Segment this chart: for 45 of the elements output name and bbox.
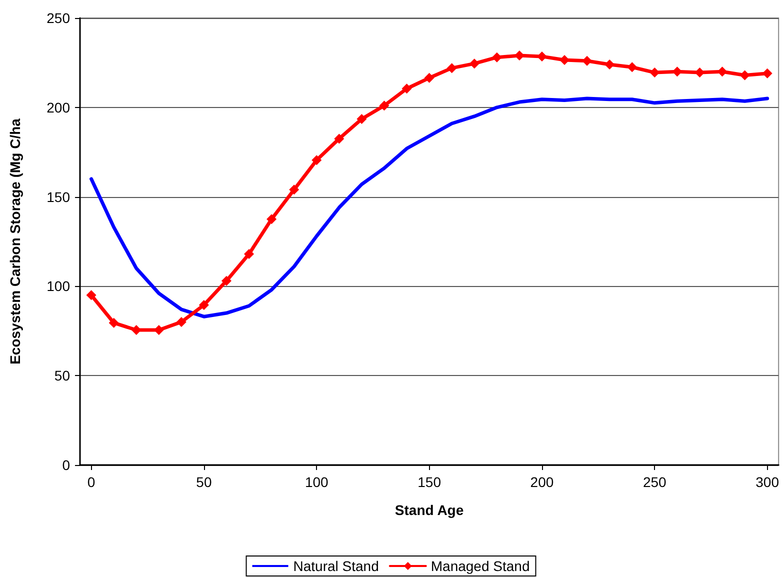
point xyxy=(244,249,254,260)
y-tick-label: 50 xyxy=(54,368,70,384)
point xyxy=(627,62,638,72)
y-tick-label: 100 xyxy=(46,278,70,294)
point xyxy=(334,134,344,144)
point xyxy=(402,84,412,94)
point xyxy=(650,68,660,78)
point xyxy=(131,325,142,336)
x-axis-title: Stand Age xyxy=(394,502,464,518)
point xyxy=(446,63,457,74)
y-tick-label: 0 xyxy=(62,457,70,473)
x-tick-label: 250 xyxy=(642,474,667,490)
point xyxy=(356,114,367,124)
point xyxy=(221,276,232,286)
point xyxy=(379,100,390,111)
point xyxy=(176,316,186,327)
legend-label: Natural Stand xyxy=(293,558,379,574)
x-tick-label: 150 xyxy=(418,474,442,490)
point xyxy=(424,72,434,83)
point xyxy=(108,318,119,328)
x-tick-label: 200 xyxy=(530,474,554,490)
line-series xyxy=(90,96,770,318)
y-tick-label: 200 xyxy=(46,99,70,116)
point xyxy=(762,68,772,78)
legend-label: Managed Stand xyxy=(430,558,530,574)
point xyxy=(86,290,96,300)
point xyxy=(198,300,209,310)
point xyxy=(312,155,322,166)
point xyxy=(604,59,615,70)
y-tick-label: 250 xyxy=(46,10,70,26)
point xyxy=(717,66,728,77)
x-tick-label: 50 xyxy=(196,474,212,490)
x-tick-label: 0 xyxy=(87,474,96,490)
point xyxy=(582,56,592,66)
point xyxy=(694,68,705,78)
y-axis-title: Ecosystem Carbon Storage (Mg C/ha xyxy=(7,118,23,364)
point xyxy=(514,50,524,61)
point xyxy=(266,214,277,224)
y-tick-label: 150 xyxy=(46,188,70,205)
point xyxy=(469,58,480,69)
x-tick-label: 100 xyxy=(304,474,329,490)
point xyxy=(492,52,502,62)
point xyxy=(289,184,300,195)
point xyxy=(740,70,750,80)
x-tick-label: 300 xyxy=(756,474,780,490)
